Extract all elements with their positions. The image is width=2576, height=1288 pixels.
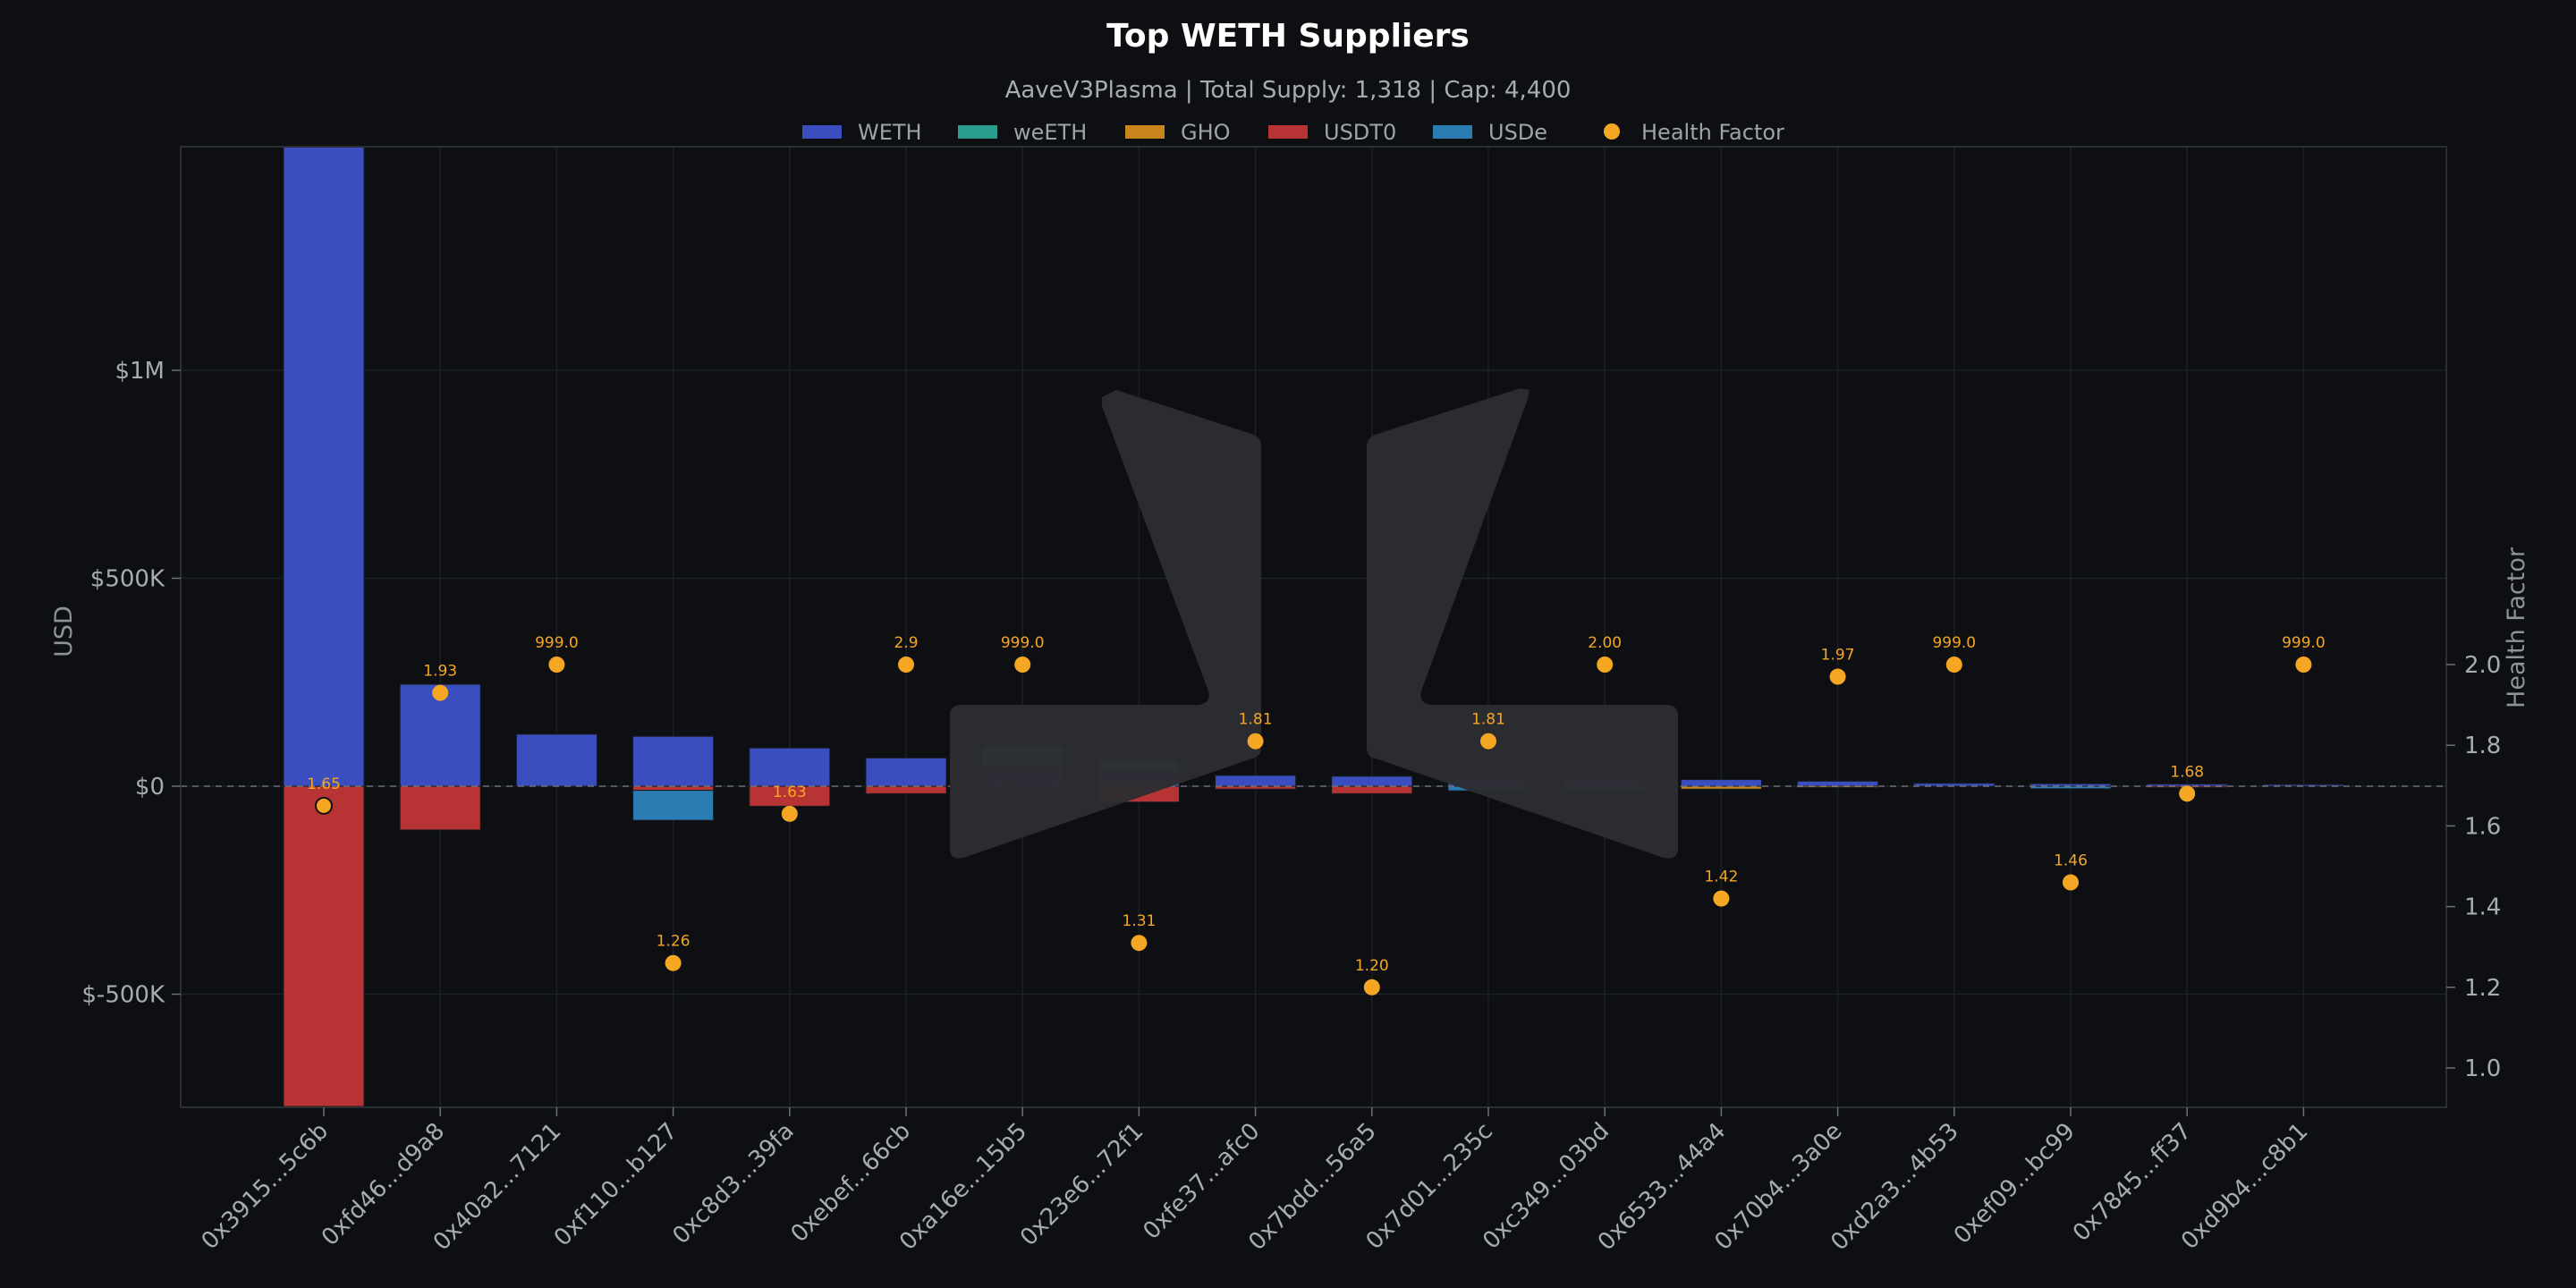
health-factor-point (1597, 657, 1614, 673)
legend-swatch (1268, 125, 1308, 139)
health-factor-label: 999.0 (1001, 634, 1045, 652)
y2-tick-label: 1.2 (2464, 975, 2501, 1002)
chart-subtitle: AaveV3Plasma | Total Supply: 1,318 | Cap… (1005, 77, 1572, 104)
y-axis-label: USD (50, 606, 78, 657)
health-factor-label: 1.42 (1704, 869, 1738, 886)
health-factor-point (898, 657, 914, 673)
y2-tick-label: 2.0 (2464, 652, 2501, 679)
legend-item-weth: WETH (802, 120, 922, 145)
health-factor-label: 999.0 (1932, 634, 1976, 652)
health-factor-point (1713, 890, 1730, 907)
legend-item-health-factor: Health Factor (1604, 120, 1784, 145)
legend-label: GHO (1181, 120, 1231, 145)
legend-label: WETH (858, 120, 922, 145)
health-factor-point (781, 805, 798, 822)
health-factor-point (315, 796, 333, 815)
bar-weth (399, 683, 481, 787)
health-factor-label: 1.26 (657, 933, 691, 951)
health-factor-point (665, 954, 682, 971)
health-factor-label: 1.31 (1122, 912, 1156, 930)
health-factor-point (1131, 935, 1148, 952)
y2-axis-label: Health Factor (2503, 547, 2530, 708)
y-tick-label: $1M (114, 358, 165, 385)
y-tick-label: $-500K (81, 982, 165, 1009)
health-factor-point (432, 684, 449, 701)
health-factor-label: 1.68 (2170, 763, 2204, 781)
bar-weth (1331, 775, 1413, 787)
legend-swatch (1125, 125, 1165, 139)
legend-swatch (1433, 125, 1472, 139)
legend-swatch (958, 125, 997, 139)
health-factor-label: 2.00 (1588, 634, 1622, 652)
bar-weth (749, 747, 831, 787)
legend-marker (1604, 123, 1620, 140)
legend-label: Health Factor (1641, 120, 1784, 145)
y2-tick-label: 1.8 (2464, 733, 2501, 759)
legend-item-weeth: weETH (958, 120, 1087, 145)
health-factor-point (1945, 657, 1962, 673)
health-factor-point (1014, 657, 1031, 673)
health-factor-label: 1.65 (307, 775, 341, 793)
health-factor-point (2063, 874, 2079, 891)
y2-tick-label: 1.4 (2464, 894, 2501, 921)
bar-weth (865, 757, 947, 787)
health-factor-markers: 1.65 1.93 999.0 1.26 1.63 2.9 999.0 1.31 1.81 1.2… (307, 634, 2326, 996)
health-factor-point (1247, 733, 1264, 750)
bar-weth (1215, 775, 1297, 787)
health-factor-label: 1.63 (773, 784, 807, 801)
bar-usdt0 (1331, 785, 1413, 794)
health-factor-point (1363, 979, 1380, 996)
plot-frame (180, 146, 2447, 1108)
legend-label: USDT0 (1324, 120, 1396, 145)
health-factor-label: 1.81 (1471, 711, 1505, 729)
bar-usdt0 (283, 785, 365, 1107)
bar-weth (1680, 779, 1762, 787)
y-tick-label: $500K (90, 566, 165, 593)
legend: WETH weETH GHO USDT0 USDe Health Factor (802, 120, 1784, 145)
health-factor-label: 999.0 (535, 634, 579, 652)
y2-tick-label: 1.0 (2464, 1055, 2501, 1082)
grid-lines (181, 147, 2446, 1107)
legend-label: weETH (1013, 120, 1087, 145)
health-factor-label: 2.9 (894, 634, 918, 652)
bar-weth (2262, 784, 2344, 787)
health-factor-label: 999.0 (2282, 634, 2326, 652)
health-factor-point (2179, 785, 2196, 802)
health-factor-label: 1.20 (1355, 957, 1389, 975)
legend-item-usde: USDe (1433, 120, 1547, 145)
bar-usde (632, 790, 715, 821)
y-tick-label: $0 (135, 774, 165, 801)
legend-label: USDe (1488, 120, 1547, 145)
health-factor-point (1480, 733, 1496, 750)
health-factor-point (1829, 668, 1846, 685)
health-factor-point (548, 657, 565, 673)
y2-tick-label: 1.6 (2464, 813, 2501, 840)
legend-swatch (802, 125, 842, 139)
health-factor-label: 1.97 (1821, 647, 1855, 665)
bar-weth (283, 146, 365, 787)
bar-weth (632, 735, 715, 787)
health-factor-point (2295, 657, 2312, 673)
bar-weth (1797, 780, 1879, 787)
health-factor-label: 1.46 (2054, 852, 2088, 870)
legend-item-usdt0: USDT0 (1268, 120, 1396, 145)
bar-usdt0 (865, 785, 947, 794)
health-factor-label: 1.81 (1239, 711, 1273, 729)
chart-title: Top WETH Suppliers (1106, 18, 1470, 55)
bar-usde (2029, 785, 2112, 790)
bar-weth (515, 733, 597, 787)
health-factor-label: 1.93 (423, 663, 457, 681)
bar-usdt0 (399, 785, 481, 831)
legend-item-gho: GHO (1125, 120, 1231, 145)
